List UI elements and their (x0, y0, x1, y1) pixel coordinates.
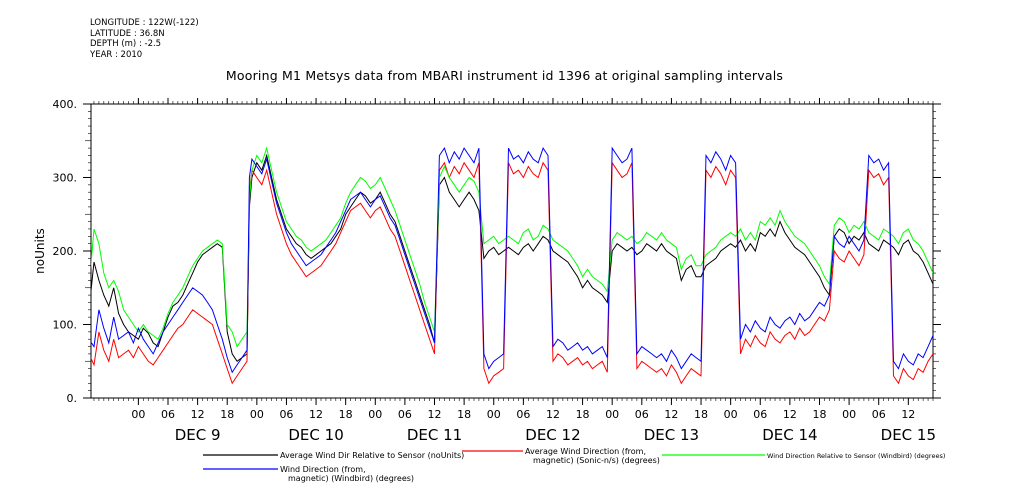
longitude-text: LONGITUDE : 122W(-122) (90, 18, 199, 28)
y-tick-label: 200. (53, 245, 78, 258)
plot-frame (90, 103, 934, 399)
x-tick-label: 00 (842, 408, 856, 421)
legend-label: Wind Direction (from, (280, 465, 366, 474)
x-tick-label: 18 (457, 408, 471, 421)
x-tick-label: 00 (724, 408, 738, 421)
x-tick-label: 00 (605, 408, 619, 421)
x-day-label: DEC 11 (407, 426, 462, 444)
x-tick-label: 12 (309, 408, 323, 421)
x-day-label: DEC 10 (288, 426, 343, 444)
x-tick-label: 12 (901, 408, 915, 421)
x-tick-label: 06 (398, 408, 412, 421)
depth-text: DEPTH (m) : -2.5 (90, 39, 162, 49)
latitude-text: LATITUDE : 36.8N (90, 28, 165, 39)
x-tick-label: 18 (220, 408, 234, 421)
x-tick-label: 18 (694, 408, 708, 421)
x-day-label: DEC 13 (644, 426, 699, 444)
y-tick-label: 400. (53, 98, 78, 111)
x-tick-label: 18 (812, 408, 826, 421)
y-tick-label: 0. (67, 392, 78, 405)
legend-label: Average Wind Direction (from, (525, 447, 646, 456)
x-tick-label: 06 (516, 408, 530, 421)
x-day-label: DEC 12 (525, 426, 580, 444)
year-text: YEAR : 2010 (90, 49, 143, 60)
y-axis-label: noUnits (33, 228, 47, 274)
x-tick-label: 00 (487, 408, 501, 421)
y-tick-label: 100. (53, 319, 78, 332)
x-tick-label: 12 (783, 408, 797, 421)
legend-label-line2: magnetic) (Sonic-n/s) (degrees) (533, 456, 660, 465)
legend-label: Wind Direction Relative to Sensor (Windb… (767, 452, 945, 460)
x-tick-label: 18 (576, 408, 590, 421)
x-tick-label: 12 (546, 408, 560, 421)
series-windbird-relative-line (91, 146, 933, 348)
series-avg-dir-sonic-line (91, 161, 933, 385)
chart-title: Mooring M1 Metsys data from MBARI instru… (225, 68, 784, 83)
x-tick-label: 18 (339, 408, 353, 421)
x-tick-label: 06 (279, 408, 293, 421)
x-tick-label: 06 (635, 408, 649, 421)
x-tick-label: 06 (161, 408, 175, 421)
series-windbird-magnetic-line (91, 146, 933, 374)
x-tick-label: 06 (753, 408, 767, 421)
x-day-label: DEC 15 (881, 426, 936, 444)
x-tick-label: 00 (131, 408, 145, 421)
metadata-block: LONGITUDE : 122W(-122) LATITUDE : 36.8N … (90, 18, 199, 60)
x-tick-label: 12 (191, 408, 205, 421)
x-day-label: DEC 9 (175, 426, 221, 444)
x-day-label: DEC 14 (762, 426, 817, 444)
x-tick-label: 00 (250, 408, 264, 421)
y-tick-label: 300. (53, 172, 78, 185)
x-tick-label: 12 (428, 408, 442, 421)
series-avg-dir-relative-line (91, 153, 933, 363)
legend-label: Average Wind Dir Relative to Sensor (noU… (280, 451, 464, 460)
x-tick-label: 12 (664, 408, 678, 421)
x-tick-label: 00 (368, 408, 382, 421)
x-tick-label: 06 (872, 408, 886, 421)
legend-label-line2: magnetic) (Windbird) (degrees) (288, 474, 414, 483)
